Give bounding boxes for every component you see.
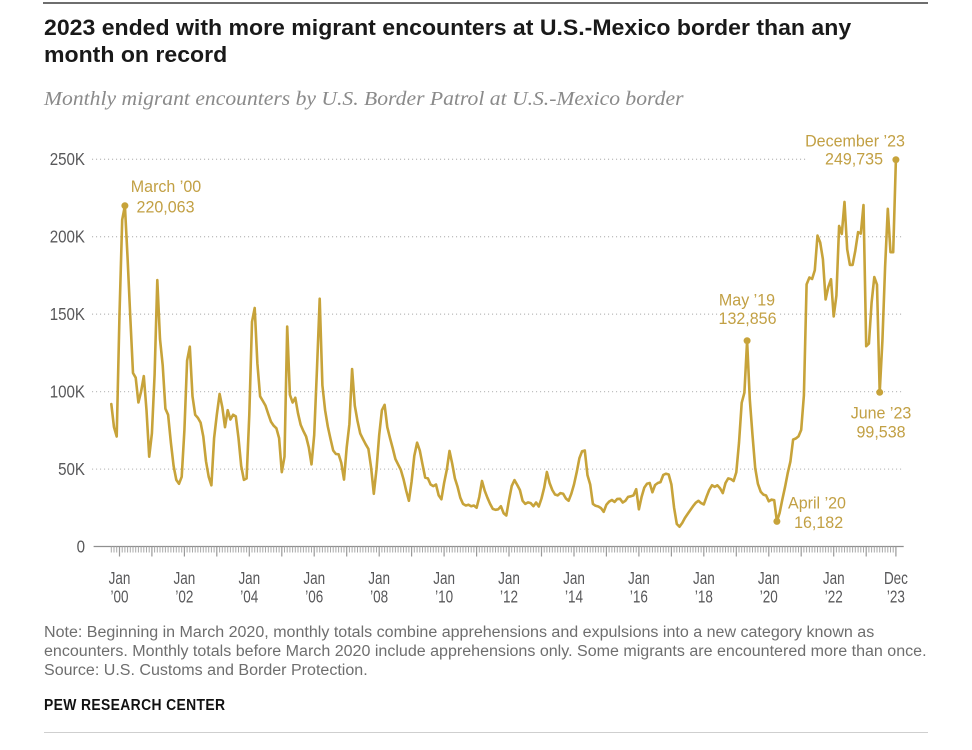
- svg-text:’20: ’20: [760, 588, 778, 607]
- svg-text:249,735: 249,735: [825, 149, 883, 169]
- svg-text:Jan: Jan: [823, 569, 845, 588]
- svg-text:Jan: Jan: [758, 569, 780, 588]
- svg-text:220,063: 220,063: [137, 197, 195, 217]
- svg-text:Jan: Jan: [368, 569, 390, 588]
- svg-text:16,182: 16,182: [794, 513, 843, 533]
- svg-text:April ’20: April ’20: [788, 493, 846, 513]
- svg-text:150K: 150K: [50, 304, 85, 325]
- svg-text:250K: 250K: [50, 149, 85, 170]
- svg-text:16,182: 16,182: [794, 513, 843, 533]
- svg-text:100K: 100K: [50, 381, 85, 402]
- svg-text:132,856: 132,856: [719, 309, 777, 329]
- svg-text:Jan: Jan: [174, 569, 196, 588]
- svg-text:99,538: 99,538: [856, 422, 905, 442]
- svg-text:’10: ’10: [435, 588, 453, 607]
- svg-text:220,063: 220,063: [137, 197, 195, 217]
- svg-text:May ’19: May ’19: [719, 290, 775, 310]
- svg-text:Jan: Jan: [433, 569, 455, 588]
- svg-text:Jan: Jan: [303, 569, 325, 588]
- svg-text:99,538: 99,538: [856, 422, 905, 442]
- svg-text:249,735: 249,735: [825, 149, 883, 169]
- svg-text:’00: ’00: [110, 588, 128, 607]
- svg-text:’16: ’16: [630, 588, 648, 607]
- svg-text:December ’23: December ’23: [805, 131, 905, 151]
- svg-text:’14: ’14: [565, 588, 583, 607]
- svg-text:’18: ’18: [695, 588, 713, 607]
- svg-text:Jan: Jan: [238, 569, 260, 588]
- svg-text:’02: ’02: [175, 588, 193, 607]
- svg-text:’22: ’22: [825, 588, 843, 607]
- svg-text:June ’23: June ’23: [851, 403, 912, 423]
- svg-text:Jan: Jan: [498, 569, 520, 588]
- svg-text:March ’00: March ’00: [131, 177, 201, 197]
- svg-text:0: 0: [77, 536, 85, 557]
- svg-text:Jan: Jan: [563, 569, 585, 588]
- svg-text:Jan: Jan: [628, 569, 650, 588]
- svg-text:200K: 200K: [50, 226, 85, 247]
- svg-text:’23: ’23: [887, 588, 905, 607]
- svg-text:’12: ’12: [500, 588, 518, 607]
- svg-text:March ’00: March ’00: [131, 177, 201, 197]
- svg-text:Jan: Jan: [693, 569, 715, 588]
- svg-text:’06: ’06: [305, 588, 323, 607]
- svg-text:December ’23: December ’23: [805, 131, 905, 151]
- svg-text:April ’20: April ’20: [788, 493, 846, 513]
- svg-text:132,856: 132,856: [719, 309, 777, 329]
- svg-text:’04: ’04: [240, 588, 258, 607]
- svg-text:’08: ’08: [370, 588, 388, 607]
- svg-text:Dec: Dec: [884, 569, 908, 588]
- svg-text:Jan: Jan: [109, 569, 131, 588]
- svg-text:50K: 50K: [58, 459, 85, 480]
- svg-text:May ’19: May ’19: [719, 290, 775, 310]
- svg-text:June ’23: June ’23: [851, 403, 912, 423]
